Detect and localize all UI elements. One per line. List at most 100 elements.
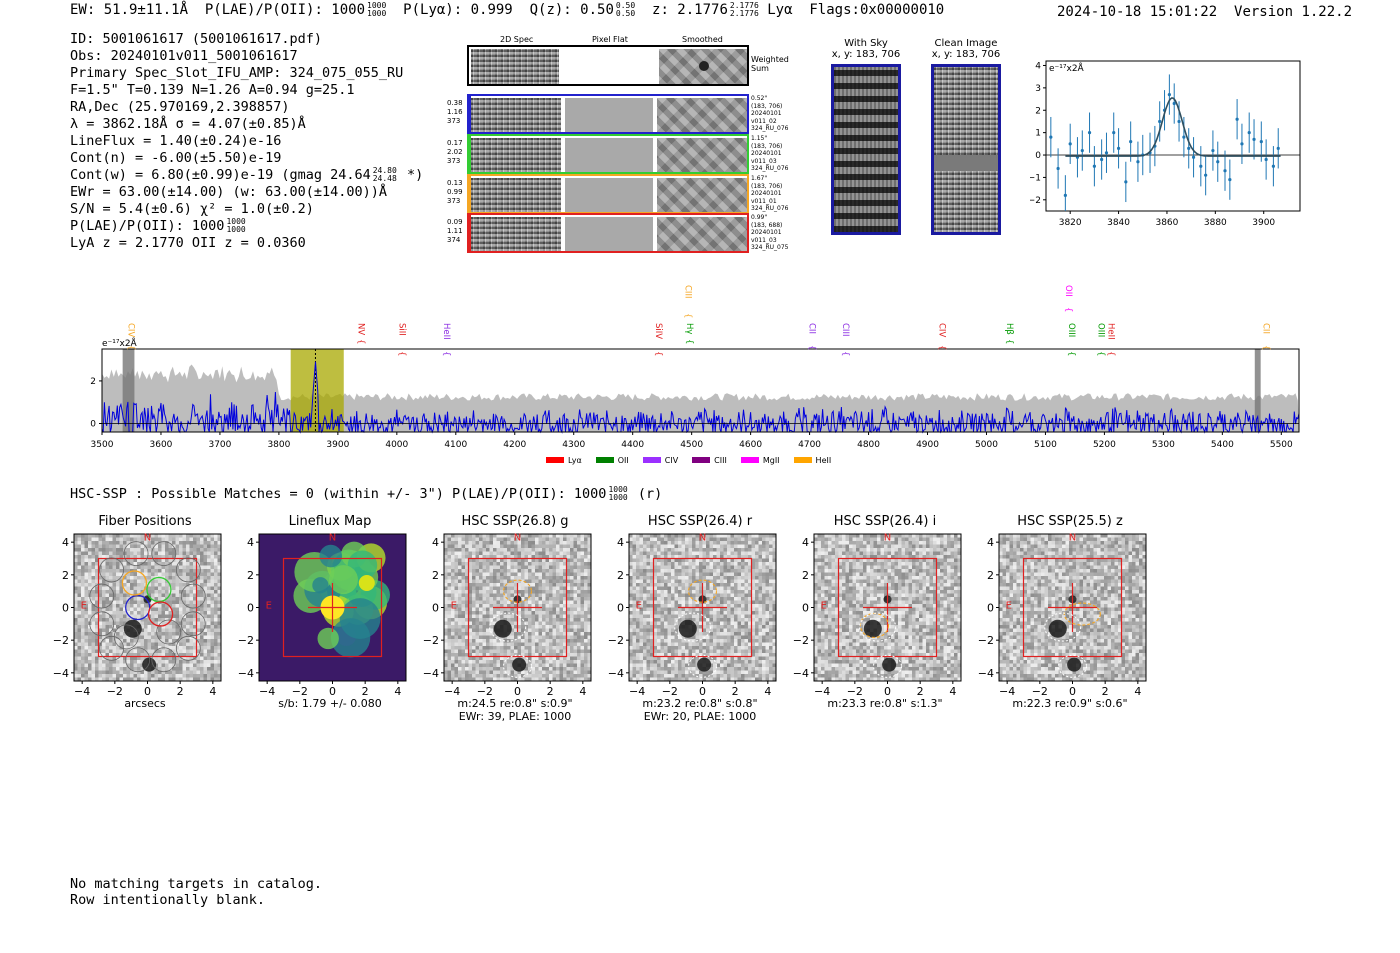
hsc-pixel [158,544,162,549]
hsc-pixel [479,639,483,643]
hsc-pixel [660,611,665,615]
hsc-pixel [130,642,134,647]
hsc-pixel [154,583,159,587]
hsc-pixel [203,537,208,542]
hsc-pixel [123,541,127,545]
hsc-pixel [493,576,497,580]
hsc-pixel [454,653,459,657]
hsc-pixel [751,576,756,580]
hsc-pixel [105,674,110,678]
hsc-panel-title: HSC SSP(26.8) g [461,514,569,529]
emission-line-name: CIII [683,285,693,298]
hsc-pixel [758,572,763,577]
hsc-pixel [119,621,124,626]
zoom-point [1068,142,1072,146]
hsc-pixel [563,649,567,654]
hsc-pixel [88,656,92,661]
hsc-pixel [671,562,675,566]
hsc-pixel [507,639,511,643]
hsc-pixel [559,635,564,640]
hsc-pixel [503,544,508,549]
hsc-pixel [102,649,106,654]
hsc-pixel [556,656,560,661]
hsc-pixel [545,677,550,682]
hsc-pixel [744,607,749,612]
hsc-pixel [744,558,749,563]
hsc-pixel [685,551,689,556]
hsc-pixel [563,537,567,542]
hsc-pixel [653,576,658,580]
hsc-pixel [755,562,759,566]
hsc-pixel [517,677,522,682]
clean-xy: x, y: 183, 706 [931,49,1001,60]
hsc-pixel [542,642,546,647]
hsc-pixel [528,618,532,622]
hsc-pixel [102,646,106,650]
hsc-pixel [486,562,490,566]
hsc-pixel [109,635,113,640]
hsc-pixel [503,646,508,650]
zoom-point [1187,146,1191,150]
hsc-pixel [737,576,742,580]
hsc-pixel [203,670,208,675]
hsc-pixel [765,583,770,587]
hsc-pixel [573,558,578,563]
hsc-pixel [552,642,557,647]
hsc-pixel [451,628,455,633]
hsc-pixel [130,544,134,549]
hsc-pixel [468,537,473,542]
hsc-pixel [451,635,455,640]
hsc-pixel [713,593,717,598]
hsc-pixel [119,618,124,622]
hsc-pixel [451,646,455,650]
hsc-pixel [200,607,204,612]
hsc-pixel [158,656,162,661]
hsc-pixel [81,667,85,671]
hsc-pixel [116,674,120,678]
hsc-pixel [552,548,557,552]
info-ewr: EWr = 63.00(±14.00) (w: 63.00(±14.00))Å [70,184,387,200]
hsc-pixel [193,642,197,647]
hsc-pixel [699,572,703,577]
hsc-pixel [639,579,644,584]
hsc-pixel [500,576,504,580]
hsc-pixel [730,548,735,552]
hsc-pixel [566,604,571,608]
hsc-pixel [486,604,490,608]
hsc-pixel [660,590,665,594]
hsc-pixel [144,618,148,622]
hsc-pixel [660,604,665,608]
hsc-pixel [559,583,564,587]
hsc-pixel [182,628,187,633]
hsc-pixel [709,534,714,538]
hsc-pixel [584,544,588,549]
hsc-pixel [465,674,469,678]
hsc-pixel [151,544,155,549]
hsc-pixel [566,656,571,661]
hsc-pixel [643,593,647,598]
hsc-pixel [723,565,728,570]
hsc-pixel [542,562,546,566]
hsc-pixel [741,579,745,584]
hsc-pixel [716,544,721,549]
hsc-pixel [573,639,578,643]
hsc-pixel [538,593,543,598]
hsc-pixel [123,621,127,626]
hsc-pixel [489,625,494,629]
hsc-pixel [559,674,564,678]
hsc-pixel [706,579,710,584]
hsc-pixel [744,572,749,577]
hsc-pixel [447,541,452,545]
hsc-pixel [140,593,145,598]
hsc-pixel [587,660,592,664]
hsc-pixel [730,569,735,573]
hsc-pixel [217,607,222,612]
hsc-pixel [158,663,162,668]
full-xtick-label: 5100 [1034,440,1057,450]
hsc-pixel [559,646,564,650]
hsc-pixel [493,593,497,598]
hsc-pixel [486,670,490,675]
hsc-pixel [214,611,218,615]
hsc-pixel [112,663,117,668]
hsc-pixel [454,660,459,664]
